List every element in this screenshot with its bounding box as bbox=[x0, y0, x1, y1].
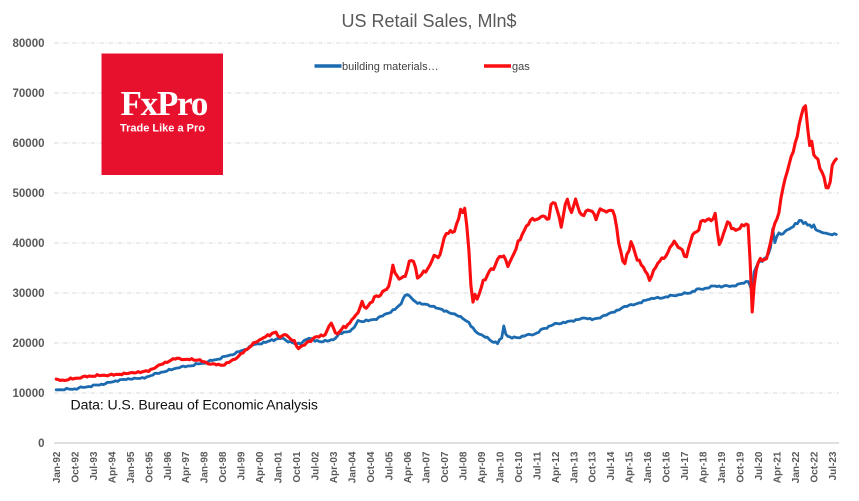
svg-text:60000: 60000 bbox=[13, 138, 45, 150]
svg-text:0: 0 bbox=[38, 438, 44, 450]
svg-text:Jul-02: Jul-02 bbox=[311, 451, 322, 480]
svg-text:Apr-12: Apr-12 bbox=[551, 451, 562, 483]
svg-text:Oct-04: Oct-04 bbox=[366, 451, 377, 483]
svg-text:Jan-22: Jan-22 bbox=[791, 451, 802, 483]
svg-text:20000: 20000 bbox=[13, 338, 45, 350]
svg-text:gas: gas bbox=[512, 61, 530, 73]
svg-text:building materials…: building materials… bbox=[342, 61, 439, 73]
svg-text:Trade Like a Pro: Trade Like a Pro bbox=[120, 123, 205, 135]
svg-text:40000: 40000 bbox=[13, 238, 45, 250]
svg-text:Jan-19: Jan-19 bbox=[717, 451, 728, 483]
svg-text:Oct-10: Oct-10 bbox=[514, 451, 525, 483]
svg-text:Jul-96: Jul-96 bbox=[163, 451, 174, 480]
svg-text:Jul-99: Jul-99 bbox=[237, 451, 248, 480]
svg-text:US Retail Sales, Mln$: US Retail Sales, Mln$ bbox=[341, 11, 516, 31]
svg-text:Jul-14: Jul-14 bbox=[606, 451, 617, 480]
svg-text:Jan-16: Jan-16 bbox=[643, 451, 654, 483]
svg-text:Apr-00: Apr-00 bbox=[255, 451, 266, 483]
svg-text:30000: 30000 bbox=[13, 288, 45, 300]
svg-text:Apr-06: Apr-06 bbox=[403, 451, 414, 483]
svg-text:50000: 50000 bbox=[13, 188, 45, 200]
svg-text:Oct-98: Oct-98 bbox=[218, 451, 229, 483]
svg-text:Jul-20: Jul-20 bbox=[754, 451, 765, 480]
svg-text:Jul-93: Jul-93 bbox=[89, 451, 100, 480]
svg-text:70000: 70000 bbox=[13, 88, 45, 100]
svg-text:Jan-98: Jan-98 bbox=[200, 451, 211, 483]
svg-text:Jan-13: Jan-13 bbox=[569, 451, 580, 483]
svg-text:Data: U.S. Bureau of Economic: Data: U.S. Bureau of Economic Analysis bbox=[71, 397, 318, 413]
svg-text:Jul-08: Jul-08 bbox=[458, 451, 469, 480]
svg-text:Jan-07: Jan-07 bbox=[421, 451, 432, 483]
svg-text:Apr-97: Apr-97 bbox=[181, 451, 192, 483]
svg-text:80000: 80000 bbox=[13, 38, 45, 50]
svg-text:Oct-19: Oct-19 bbox=[736, 451, 747, 483]
svg-text:Oct-95: Oct-95 bbox=[144, 451, 155, 483]
svg-text:Oct-01: Oct-01 bbox=[292, 451, 303, 483]
svg-text:Jan-04: Jan-04 bbox=[348, 451, 359, 483]
svg-text:Apr-94: Apr-94 bbox=[107, 451, 118, 483]
svg-text:Jan-95: Jan-95 bbox=[126, 451, 137, 483]
svg-text:FxPro: FxPro bbox=[121, 84, 208, 123]
svg-text:Apr-18: Apr-18 bbox=[699, 451, 710, 483]
svg-text:Jul-17: Jul-17 bbox=[680, 451, 691, 480]
svg-text:Jan-10: Jan-10 bbox=[495, 451, 506, 483]
svg-text:Jan-92: Jan-92 bbox=[52, 451, 63, 483]
svg-text:Apr-15: Apr-15 bbox=[625, 451, 636, 483]
svg-text:Jul-11: Jul-11 bbox=[532, 451, 543, 480]
svg-text:Apr-21: Apr-21 bbox=[773, 451, 784, 483]
svg-text:Oct-13: Oct-13 bbox=[588, 451, 599, 483]
svg-text:Oct-22: Oct-22 bbox=[810, 451, 821, 483]
svg-text:Jul-23: Jul-23 bbox=[828, 451, 839, 480]
svg-text:Apr-09: Apr-09 bbox=[477, 451, 488, 483]
svg-text:10000: 10000 bbox=[13, 388, 45, 400]
svg-text:Oct-92: Oct-92 bbox=[70, 451, 81, 483]
svg-text:Apr-03: Apr-03 bbox=[329, 451, 340, 483]
svg-text:Oct-16: Oct-16 bbox=[662, 451, 673, 483]
svg-text:Jan-01: Jan-01 bbox=[274, 451, 285, 483]
svg-text:Jul-05: Jul-05 bbox=[385, 451, 396, 480]
svg-text:Oct-07: Oct-07 bbox=[440, 451, 451, 483]
